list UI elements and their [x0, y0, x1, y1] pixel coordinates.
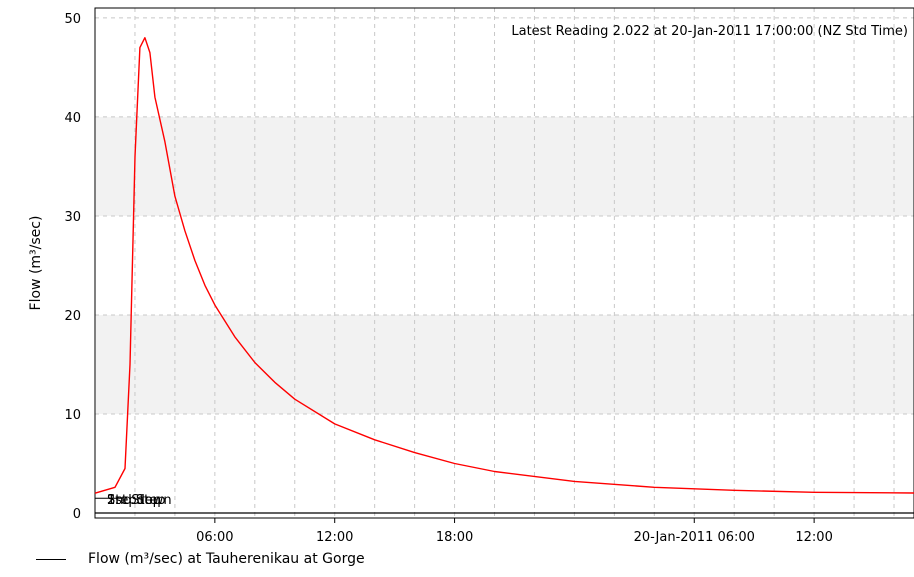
y-tick-label: 40: [64, 111, 81, 126]
plot-frame: [94, 7, 914, 519]
y-tick-label: 0: [73, 507, 81, 522]
threshold-label: Stepdown: [107, 493, 172, 508]
y-tick-layer: 0 10 20 30 40 50: [64, 12, 81, 522]
threshold-label: 2nd Step: [107, 493, 166, 508]
grid-band: [96, 314, 914, 415]
legend: Flow (m³/sec) at Tauherenikau at Gorge: [36, 549, 365, 569]
y-tick-label: 30: [64, 210, 81, 225]
y-tick-label: 10: [64, 408, 81, 423]
flow-series-line: [94, 37, 914, 494]
threshold-label: 1st Step: [107, 493, 161, 508]
grid-band: [96, 116, 914, 216]
x-tick-label: 12:00: [316, 530, 353, 545]
latest-reading-annotation: Latest Reading 2.022 at 20-Jan-2011 17:0…: [511, 24, 908, 39]
band-layer: [96, 116, 914, 415]
legend-label: Flow (m³/sec) at Tauherenikau at Gorge: [88, 551, 365, 567]
x-tick-label: 06:00: [196, 530, 233, 545]
x-tick-label: 20-Jan-2011 06:00: [634, 530, 755, 545]
grid-layer: [95, 8, 914, 518]
x-tick-layer: 06:00 12:00 18:00 20-Jan-2011 06:00 12:00: [196, 518, 833, 545]
series-layer: [94, 37, 914, 514]
x-tick-label: 18:00: [436, 530, 473, 545]
y-tick-label: 20: [64, 309, 81, 324]
legend-swatch: [36, 558, 66, 560]
y-tick-label: 50: [64, 12, 81, 27]
y-axis-label: Flow (m³/sec): [28, 216, 44, 311]
x-tick-label: 12:00: [795, 530, 832, 545]
